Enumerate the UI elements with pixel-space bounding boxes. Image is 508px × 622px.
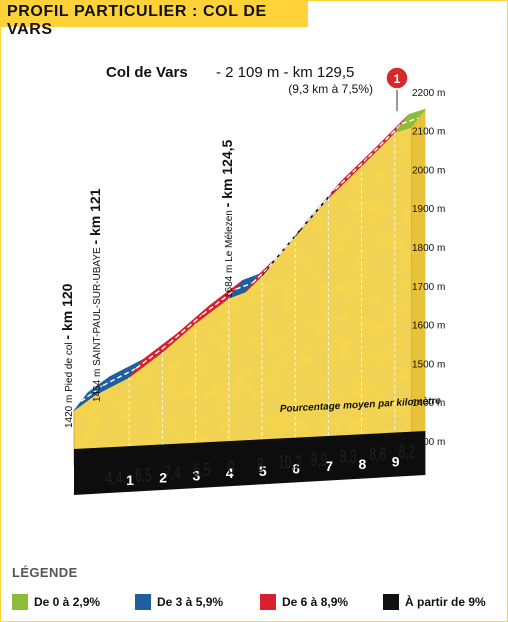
y-tick-label: 1700 m: [412, 282, 445, 293]
header-bar: PROFIL PARTICULIER : COL DE VARS: [0, 0, 308, 38]
km-label: 9: [392, 454, 400, 470]
legend-item: À partir de 9%: [383, 594, 486, 610]
profile-base: [74, 431, 426, 495]
legend-swatch: [12, 594, 28, 610]
profile-side: [411, 109, 426, 455]
annotation-km: - km 120: [59, 283, 75, 339]
y-tick-label: 1600 m: [412, 321, 445, 332]
annotation-elevation: 1684 m Le Mélezen - km 124,5: [219, 139, 235, 298]
y-tick-label: 1900 m: [412, 204, 445, 215]
km-label: 8: [359, 456, 367, 472]
legend-swatch: [383, 594, 399, 610]
km-label: 4: [226, 465, 234, 481]
y-tick-label: 2000 m: [412, 165, 445, 176]
legend-label: De 0 à 2,9%: [34, 595, 101, 609]
profile-texture: [74, 127, 412, 465]
elevation-profile-chart: 1 2 3 4 5 6 7 8 9 1300 m 1400 m 1500 m 1600 m 1700 m…: [59, 64, 445, 495]
annotation-km: - km 124,5: [219, 139, 235, 207]
y-tick-label: 1800 m: [412, 243, 445, 254]
km-label: 7: [325, 458, 333, 474]
gradient-label: 8,2: [399, 443, 416, 463]
gradient-label: 8,3: [340, 448, 357, 468]
road-centerline: [168, 313, 204, 344]
legend-item: De 6 à 8,9%: [260, 594, 348, 610]
gradient-label: 9,9: [311, 450, 328, 470]
legend-label: De 3 à 5,9%: [157, 595, 224, 609]
legend-label: À partir de 9%: [405, 595, 486, 609]
summit-name: Col de Vars: [106, 64, 188, 81]
road-centerline: [301, 188, 336, 228]
road-centerline: [268, 227, 303, 268]
km-label: 6: [292, 461, 300, 477]
legend-item: De 3 à 5,9%: [135, 594, 223, 610]
gradient-label: 4,4: [106, 469, 123, 489]
road-centerline: [235, 282, 253, 290]
gradient-label: 7,4: [164, 463, 181, 483]
y-tick-label: 2200 m: [412, 88, 445, 99]
km-label: 2: [159, 470, 167, 486]
legend-swatch: [260, 594, 276, 610]
road-centerline: [102, 367, 137, 387]
km-label: 5: [259, 463, 267, 479]
annotation-elevation: 1464 m SAINT-PAUL-SUR-UBAYE - km 121: [87, 188, 103, 402]
gradient-label: 8,6: [369, 445, 386, 465]
gradient-label: 0: [228, 458, 235, 478]
road-centerline: [135, 342, 170, 369]
y-tick-label: 2100 m: [412, 127, 445, 138]
gradient-label: 6,5: [194, 461, 211, 481]
legend-label: De 6 à 8,9%: [282, 595, 349, 609]
legend-item: De 0 à 2,9%: [12, 594, 100, 610]
road-centerline: [80, 384, 104, 403]
annotation-elevation: 1420 m Pied de col - km 120: [59, 283, 75, 428]
road-centerline: [251, 266, 270, 284]
page-title: PROFIL PARTICULIER : COL DE VARS: [7, 3, 267, 38]
legend-title: LÉGENDE: [12, 565, 78, 580]
road-centerline: [202, 288, 237, 315]
y-tick-label: 1500 m: [412, 359, 445, 370]
gradient-label: 10,2: [278, 453, 301, 473]
y-tick-label: 1400 m: [412, 398, 445, 409]
summit-detail: - 2 109 m - km 129,5: [216, 64, 354, 81]
gradient-label: 6,5: [135, 466, 152, 486]
summit-marker: [385, 66, 409, 90]
annotation-km: - km 121: [87, 188, 103, 244]
km-label: 3: [193, 467, 201, 483]
legend-swatch: [135, 594, 151, 610]
gradient-label: 8: [257, 456, 264, 476]
km-label: 1: [126, 472, 134, 488]
road-centerline: [401, 117, 419, 125]
summit-marker-label: 1: [394, 72, 401, 86]
y-tick-label: 1300 m: [412, 437, 445, 448]
summit-subtitle: (9,3 km à 7,5%): [288, 82, 373, 96]
